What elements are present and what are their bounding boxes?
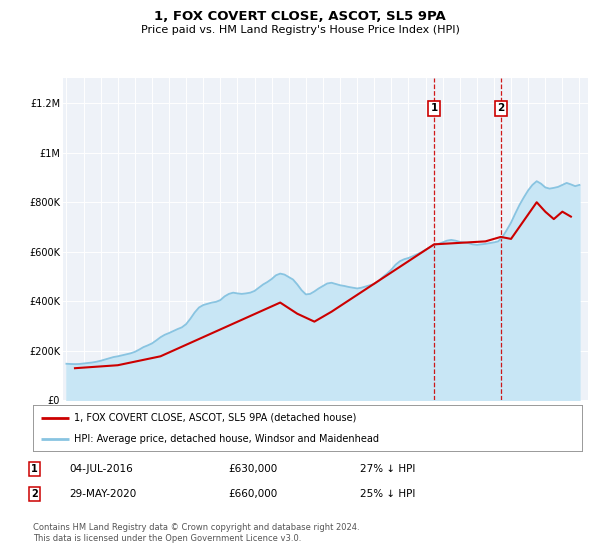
Text: 1, FOX COVERT CLOSE, ASCOT, SL5 9PA (detached house): 1, FOX COVERT CLOSE, ASCOT, SL5 9PA (det… <box>74 413 356 423</box>
Text: 1, FOX COVERT CLOSE, ASCOT, SL5 9PA: 1, FOX COVERT CLOSE, ASCOT, SL5 9PA <box>154 10 446 22</box>
Text: 1: 1 <box>430 103 438 113</box>
Text: HPI: Average price, detached house, Windsor and Maidenhead: HPI: Average price, detached house, Wind… <box>74 435 379 444</box>
Text: Contains HM Land Registry data © Crown copyright and database right 2024.
This d: Contains HM Land Registry data © Crown c… <box>33 524 359 543</box>
Text: £660,000: £660,000 <box>228 489 277 499</box>
Text: 29-MAY-2020: 29-MAY-2020 <box>69 489 136 499</box>
Text: £630,000: £630,000 <box>228 464 277 474</box>
Text: 1: 1 <box>31 464 38 474</box>
Text: Price paid vs. HM Land Registry's House Price Index (HPI): Price paid vs. HM Land Registry's House … <box>140 25 460 35</box>
Text: 25% ↓ HPI: 25% ↓ HPI <box>360 489 415 499</box>
Text: 04-JUL-2016: 04-JUL-2016 <box>69 464 133 474</box>
Text: 2: 2 <box>497 103 505 113</box>
Text: 27% ↓ HPI: 27% ↓ HPI <box>360 464 415 474</box>
Text: 2: 2 <box>31 489 38 499</box>
